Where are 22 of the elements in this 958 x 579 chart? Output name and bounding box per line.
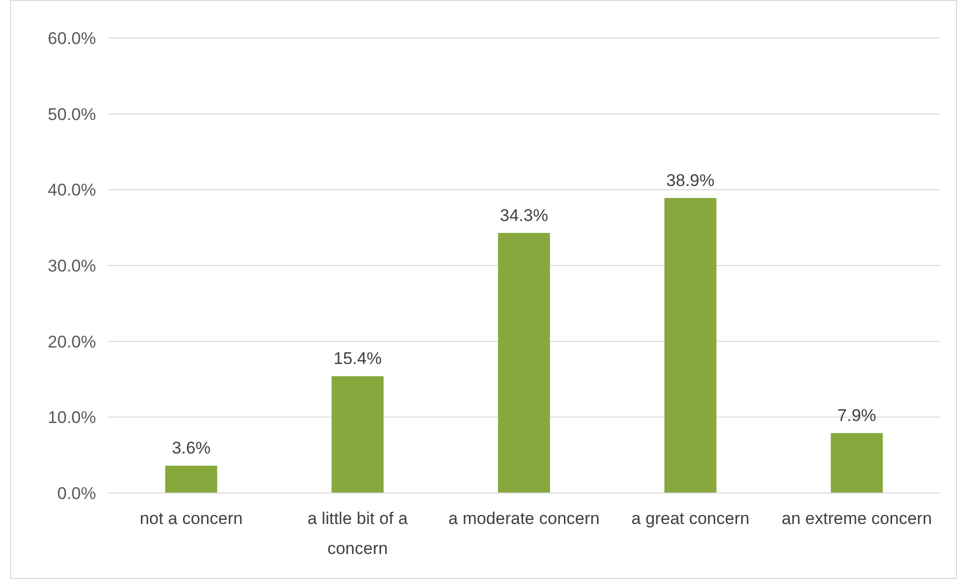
data-label: 38.9% [666, 171, 714, 190]
bar [332, 376, 384, 493]
y-tick-label: 50.0% [48, 104, 96, 124]
x-tick-label: not a concern [140, 509, 243, 528]
y-tick-label: 40.0% [48, 180, 96, 200]
x-tick-label: a little bit of a concern [308, 509, 408, 558]
data-label: 34.3% [500, 206, 548, 225]
y-tick-label: 30.0% [48, 256, 96, 276]
y-tick-label: 60.0% [48, 28, 96, 48]
y-tick-label: 20.0% [48, 332, 96, 352]
y-tick-label: 10.0% [48, 408, 96, 428]
bar [664, 198, 716, 493]
x-tick-label: a moderate concern [448, 509, 600, 528]
data-label: 3.6% [172, 438, 211, 458]
bar [165, 466, 218, 493]
bar [830, 433, 883, 493]
y-tick-label: 0.0% [57, 484, 96, 503]
bar [498, 232, 550, 493]
data-label: 15.4% [334, 349, 382, 368]
x-tick-label: an extreme concern [782, 509, 932, 528]
data-label: 7.9% [837, 406, 876, 426]
x-tick-label: a great concern [631, 509, 750, 528]
